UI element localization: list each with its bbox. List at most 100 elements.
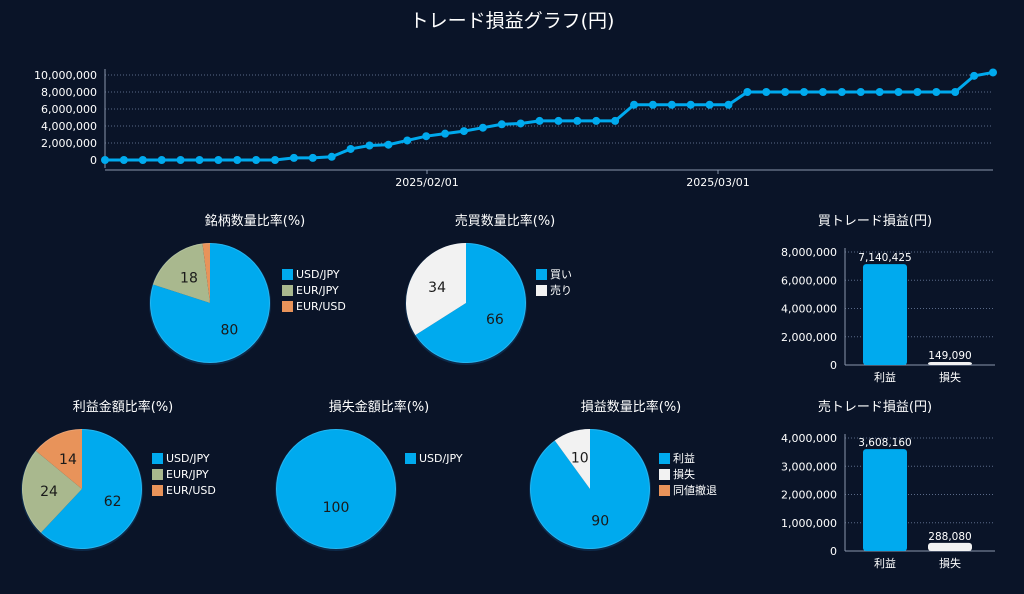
legend-label: EUR/JPY <box>296 283 339 297</box>
y-tick-label: 0 <box>90 154 97 167</box>
pie-value-label: 62 <box>104 494 122 510</box>
data-point <box>119 156 128 164</box>
bar-buy-title: 買トレード損益(円) <box>817 214 933 229</box>
pie-symbol-title: 銘柄数量比率(%) <box>204 214 306 229</box>
pie-side-legend: 買い 売り <box>536 266 572 298</box>
legend-swatch <box>536 284 547 296</box>
data-point <box>800 88 809 96</box>
legend-swatch <box>536 268 547 280</box>
y-tick-label: 2,000,000 <box>781 331 837 344</box>
data-point <box>611 116 620 125</box>
data-point <box>233 156 242 164</box>
legend-label: USD/JPY <box>419 451 463 465</box>
bar-value-label: 3,608,160 <box>858 437 911 449</box>
legend-label: EUR/USD <box>296 299 346 313</box>
data-point <box>441 129 450 138</box>
data-point <box>252 156 261 164</box>
data-point <box>837 88 846 96</box>
pie-slice <box>202 243 210 303</box>
page-title: トレード損益グラフ(円) <box>409 10 615 32</box>
data-point <box>932 88 941 96</box>
pie-slice <box>554 429 590 489</box>
pie-profit-legend: USD/JPY EUR/JPY EUR/USD <box>152 450 216 498</box>
y-tick-label: 1,000,000 <box>781 517 837 530</box>
pie-slice <box>35 429 82 489</box>
y-tick-label: 8,000,000 <box>781 246 837 259</box>
pie-value-label: 10 <box>571 451 589 467</box>
data-point <box>138 156 147 164</box>
pie-count-title: 損益数量比率(%) <box>580 400 682 415</box>
data-point <box>705 100 714 109</box>
legend-item: USD/JPY <box>152 450 216 466</box>
legend-item: EUR/USD <box>152 482 216 498</box>
legend-swatch <box>152 468 163 480</box>
y-tick-label: 6,000,000 <box>781 274 837 287</box>
data-point <box>554 116 563 125</box>
legend-item: EUR/JPY <box>152 466 216 482</box>
pie-value-label: 18 <box>180 271 198 287</box>
data-point <box>535 116 544 125</box>
y-tick-label: 8,000,000 <box>41 86 97 99</box>
category-label: 損失 <box>939 370 961 384</box>
series-line <box>105 70 994 162</box>
data-point <box>403 136 412 145</box>
y-tick-label: 2,000,000 <box>781 489 837 502</box>
data-point <box>743 88 752 96</box>
legend-item: USD/JPY <box>282 266 346 282</box>
data-point <box>195 156 204 164</box>
data-point <box>459 127 468 136</box>
legend-swatch <box>659 484 670 496</box>
data-point <box>667 100 676 109</box>
legend-label: 売り <box>550 284 572 297</box>
pie-value-label: 80 <box>220 323 238 339</box>
legend-item: 利益 <box>659 450 717 466</box>
legend-label: USD/JPY <box>166 451 210 465</box>
pie-slice <box>415 243 526 363</box>
legend-label: 利益 <box>673 452 695 465</box>
data-point <box>101 156 109 164</box>
pie-slice <box>21 450 82 533</box>
data-point <box>497 120 506 129</box>
legend-label: USD/JPY <box>296 267 340 281</box>
data-point <box>818 88 827 96</box>
pie-slice <box>40 429 142 549</box>
pie-side-chart: 66 34 <box>405 243 527 365</box>
pie-rim <box>276 429 396 549</box>
data-point <box>478 123 487 132</box>
bar <box>863 264 907 365</box>
pie-rim <box>22 429 142 549</box>
pie-symbol-chart: 80 18 <box>149 243 271 365</box>
pie-loss-legend: USD/JPY <box>405 450 463 466</box>
legend-label: 同値撤退 <box>673 484 717 497</box>
data-point <box>970 71 979 80</box>
bar <box>928 542 972 551</box>
pie-value-label: 34 <box>428 280 446 296</box>
pie-side-title: 売買数量比率(%) <box>454 214 556 229</box>
legend-swatch <box>282 300 293 312</box>
legend-label: 買い <box>550 268 572 281</box>
data-point <box>630 100 639 109</box>
legend-item: USD/JPY <box>405 450 463 466</box>
pie-rim <box>406 243 526 363</box>
legend-item: 売り <box>536 282 572 298</box>
legend-item: EUR/JPY <box>282 282 346 298</box>
pie-count-legend: 利益 損失 同値撤退 <box>659 450 717 498</box>
pie-profit-title: 利益金額比率(%) <box>72 400 174 415</box>
data-point <box>894 88 903 96</box>
y-tick-label: 3,000,000 <box>781 460 837 473</box>
legend-item: 同値撤退 <box>659 482 717 498</box>
pie-symbol-legend: USD/JPY EUR/JPY EUR/USD <box>282 266 346 314</box>
pie-slice <box>276 429 396 549</box>
data-point <box>384 140 393 149</box>
x-tick-label: 2025/02/01 <box>395 176 458 189</box>
y-tick-label: 4,000,000 <box>41 120 97 133</box>
bar-sell-title: 売トレード損益(円) <box>817 400 933 415</box>
bar <box>928 362 972 365</box>
bar-value-label: 7,140,425 <box>858 252 911 264</box>
data-point <box>686 100 695 109</box>
x-tick-label: 2025/03/01 <box>686 176 749 189</box>
legend-swatch <box>282 268 293 280</box>
data-point <box>648 100 657 109</box>
data-point <box>422 132 431 141</box>
